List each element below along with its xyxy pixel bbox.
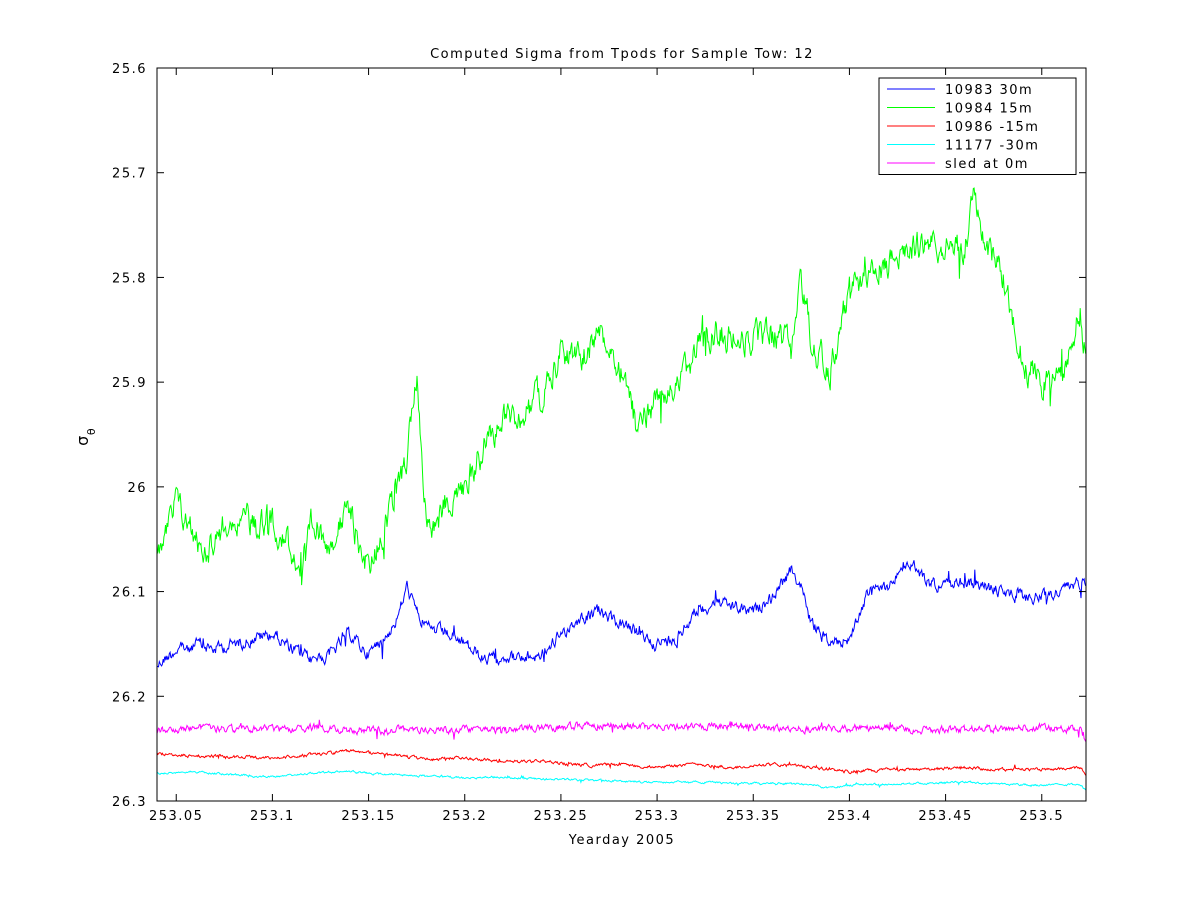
plot-area <box>156 67 1087 802</box>
y-tick-label: 26.3 <box>112 795 147 810</box>
axes-frame <box>156 67 1087 802</box>
x-tick-label: 253.25 <box>534 809 589 824</box>
x-tick-label: 253.35 <box>726 809 781 824</box>
legend-label-4: 11177 -30m <box>945 139 1039 154</box>
y-tick-label: 25.9 <box>112 376 147 391</box>
x-tick-label: 253.1 <box>250 809 295 824</box>
y-tick-label: 25.8 <box>112 271 147 286</box>
x-tick-label: 253.3 <box>635 809 680 824</box>
x-tick-label: 253.4 <box>827 809 872 824</box>
y-axis-label-sigma: σ <box>73 434 92 446</box>
series-line-2 <box>157 187 1086 586</box>
series-line-1 <box>157 560 1086 668</box>
y-axis-label-subscript: θ <box>85 427 98 435</box>
y-axis-label-symbol: σ <box>73 434 92 446</box>
y-tick-label: 26 <box>127 481 147 496</box>
series-lines <box>157 187 1086 791</box>
y-tick-label: 25.6 <box>112 62 147 77</box>
y-tick-label: 26.1 <box>112 586 147 601</box>
y-axis-label: σ θ <box>73 427 98 446</box>
legend-label-1: 10983 30m <box>945 83 1033 98</box>
legend: 10983 30m 10984 15m 10986 -15m 11177 -30m sl… <box>878 77 1077 175</box>
x-tick-label: 253.05 <box>149 809 204 824</box>
y-tick-label: 25.7 <box>112 167 147 182</box>
x-tick-label: 253.5 <box>1019 809 1064 824</box>
series-line-4 <box>157 769 1086 791</box>
x-tick-label: 253.2 <box>442 809 487 824</box>
x-tick-label: 253.45 <box>918 809 973 824</box>
y-tick-label: 26.2 <box>112 690 147 705</box>
series-line-3 <box>157 748 1086 776</box>
legend-label-5: sled at 0m <box>945 157 1029 172</box>
legend-label-2: 10984 15m <box>945 102 1033 117</box>
x-axis: 253.05 253.1 253.15 253.2 253.25 253.3 253.35 2… <box>149 68 1064 824</box>
chart-title: Computed Sigma from Tpods for Sample Tow… <box>430 47 814 62</box>
series-line-5 <box>157 719 1086 742</box>
x-axis-label: Yearday 2005 <box>568 833 675 848</box>
x-tick-label: 253.15 <box>341 809 396 824</box>
y-axis: 25.6 25.7 25.8 25.9 26 26.1 26.2 26.3 <box>112 62 1086 810</box>
legend-label-3: 10986 -15m <box>945 120 1039 135</box>
